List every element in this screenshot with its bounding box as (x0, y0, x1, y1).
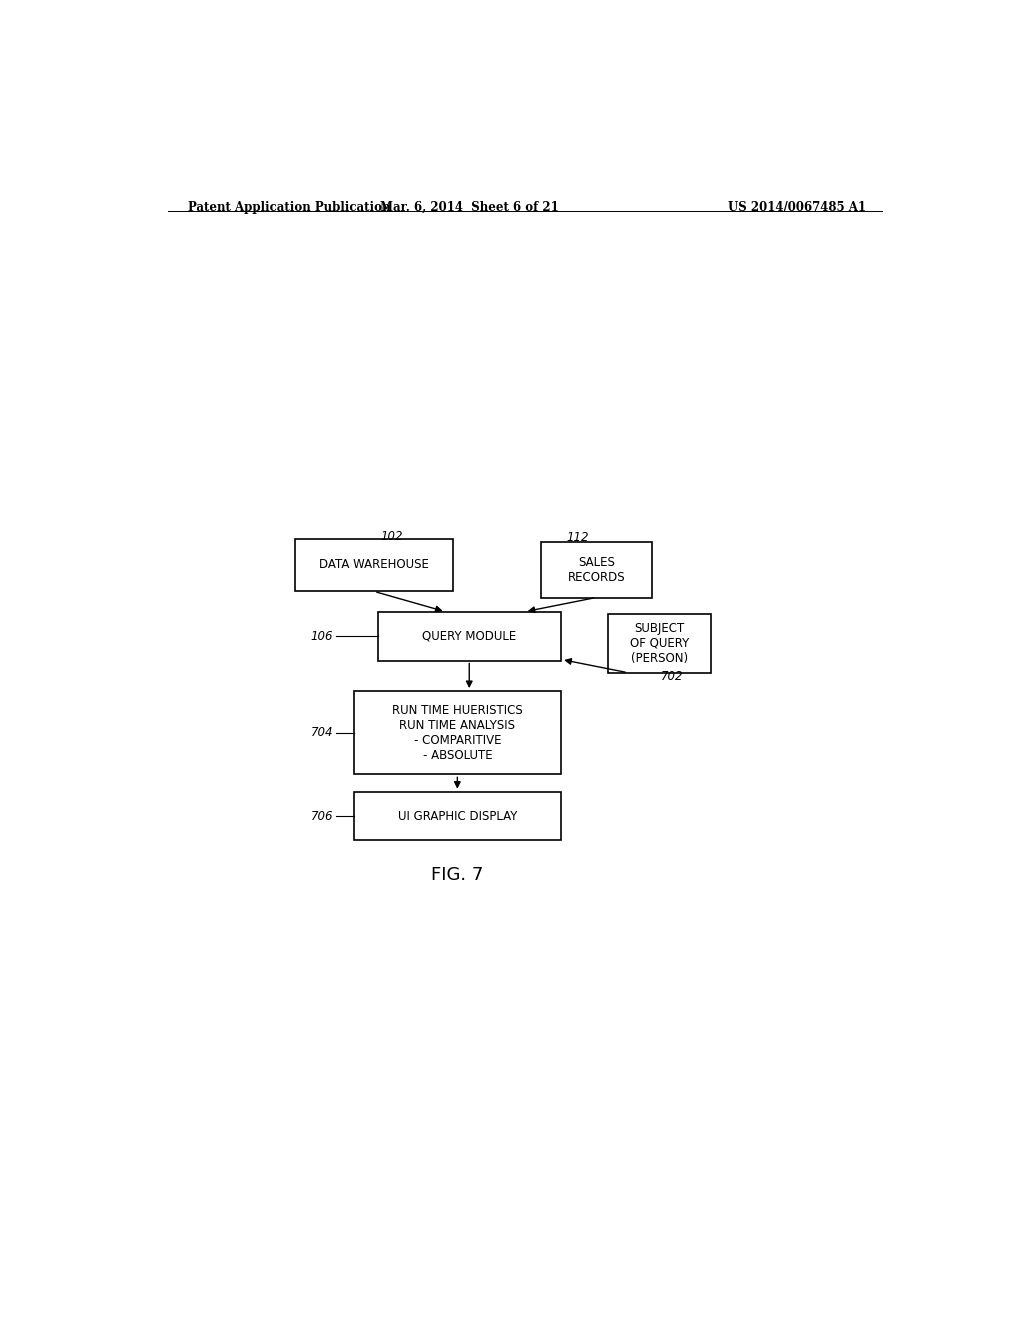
Text: Mar. 6, 2014  Sheet 6 of 21: Mar. 6, 2014 Sheet 6 of 21 (380, 201, 559, 214)
Text: SALES
RECORDS: SALES RECORDS (567, 556, 625, 583)
Text: 112: 112 (566, 531, 589, 544)
Bar (608, 614, 712, 673)
Bar (354, 690, 560, 775)
Bar (354, 792, 560, 841)
Text: Patent Application Publication: Patent Application Publication (187, 201, 390, 214)
Text: SUBJECT
OF QUERY
(PERSON): SUBJECT OF QUERY (PERSON) (630, 622, 689, 665)
Bar (541, 543, 652, 598)
Text: US 2014/0067485 A1: US 2014/0067485 A1 (728, 201, 866, 214)
Text: 706: 706 (310, 809, 333, 822)
Text: 102: 102 (380, 531, 402, 543)
Text: DATA WAREHOUSE: DATA WAREHOUSE (319, 558, 429, 572)
Text: 704: 704 (310, 726, 333, 739)
Bar (295, 539, 454, 591)
Text: RUN TIME HUERISTICS
RUN TIME ANALYSIS
- COMPARITIVE
- ABSOLUTE: RUN TIME HUERISTICS RUN TIME ANALYSIS - … (392, 704, 522, 762)
Text: UI GRAPHIC DISPLAY: UI GRAPHIC DISPLAY (397, 809, 517, 822)
Text: 106: 106 (310, 630, 333, 643)
Text: FIG. 7: FIG. 7 (431, 866, 483, 884)
Text: 702: 702 (662, 671, 684, 684)
Text: QUERY MODULE: QUERY MODULE (422, 630, 516, 643)
Bar (378, 611, 560, 660)
